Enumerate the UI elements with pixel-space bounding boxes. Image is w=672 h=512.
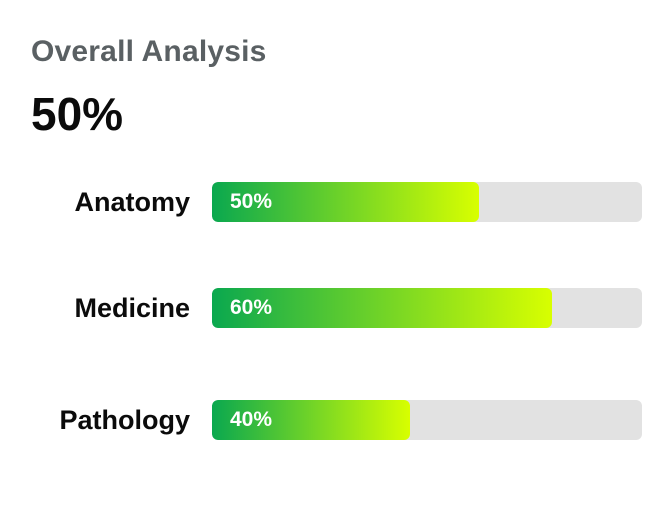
subject-label: Anatomy	[74, 187, 190, 217]
progress-track: 50%	[212, 182, 642, 222]
progress-track: 40%	[212, 400, 642, 440]
progress-fill	[212, 400, 410, 440]
subject-row-pathology: Pathology 40%	[0, 400, 672, 440]
subject-label: Pathology	[59, 405, 190, 435]
progress-percent-label: 60%	[230, 296, 273, 319]
progress-track: 60%	[212, 288, 642, 328]
progress-fill	[212, 182, 479, 222]
subject-label: Medicine	[74, 293, 190, 323]
overall-percentage: 50%	[31, 88, 124, 140]
progress-percent-label: 40%	[230, 408, 273, 431]
progress-percent-label: 50%	[230, 190, 273, 213]
subject-row-anatomy: Anatomy 50%	[0, 182, 672, 222]
page-title: Overall Analysis	[31, 35, 267, 68]
progress-fill	[212, 288, 552, 328]
subject-row-medicine: Medicine 60%	[0, 288, 672, 328]
